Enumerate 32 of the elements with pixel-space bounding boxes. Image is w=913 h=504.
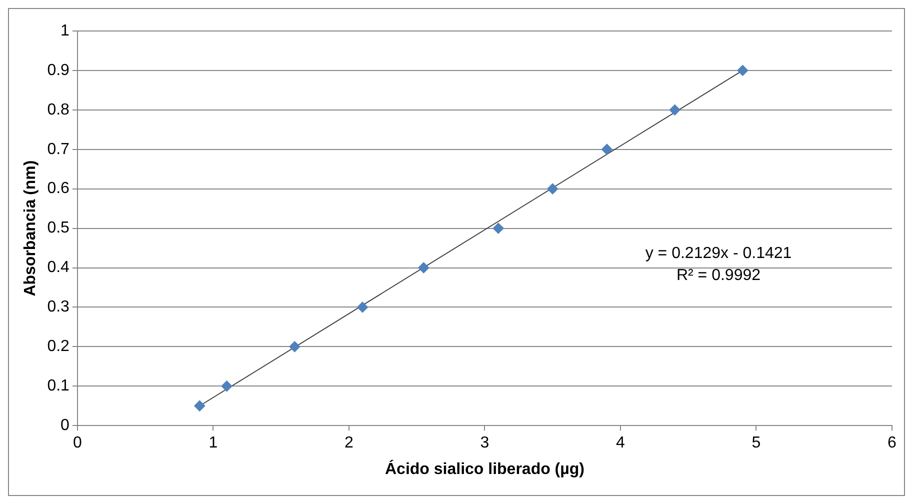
y-tick-label: 0 [60,417,70,434]
y-tick-label: 1 [60,22,70,40]
x-axis-title: Ácido sialico liberado (µg) [384,458,584,478]
y-axis-title: Absorbancia (nm) [22,160,40,296]
point [737,64,748,76]
y-tick-label: 0.2 [47,338,70,356]
x-tick-label: 5 [752,434,761,452]
point [289,341,300,352]
point [221,380,232,392]
annotation: y = 0.2129x - 0.1421 [645,244,792,262]
x-tick-label: 1 [208,434,218,452]
y-tick-label: 0.1 [47,378,70,395]
y-tick-label: 0.9 [47,62,70,79]
point [492,222,504,234]
y-tick-label: 0.5 [47,220,70,237]
annotation: R² = 0.9992 [676,266,761,284]
point [601,144,612,155]
y-tick-label: 0.8 [47,101,70,118]
point [194,400,206,412]
y-tick-label: 0.7 [47,140,70,158]
point [669,104,680,116]
point [357,302,368,313]
x-tick-label: 0 [72,434,82,452]
x-tick-label: 2 [344,434,354,452]
x-tick-label: 3 [480,434,490,452]
y-tick-label: 0.4 [47,259,70,276]
x-tick-label: 6 [888,434,897,452]
y-tick-label: 0.6 [47,180,70,198]
x-tick-label: 4 [616,434,626,452]
y-tick-label: 0.3 [47,298,70,316]
point [547,183,558,194]
point [418,262,430,274]
